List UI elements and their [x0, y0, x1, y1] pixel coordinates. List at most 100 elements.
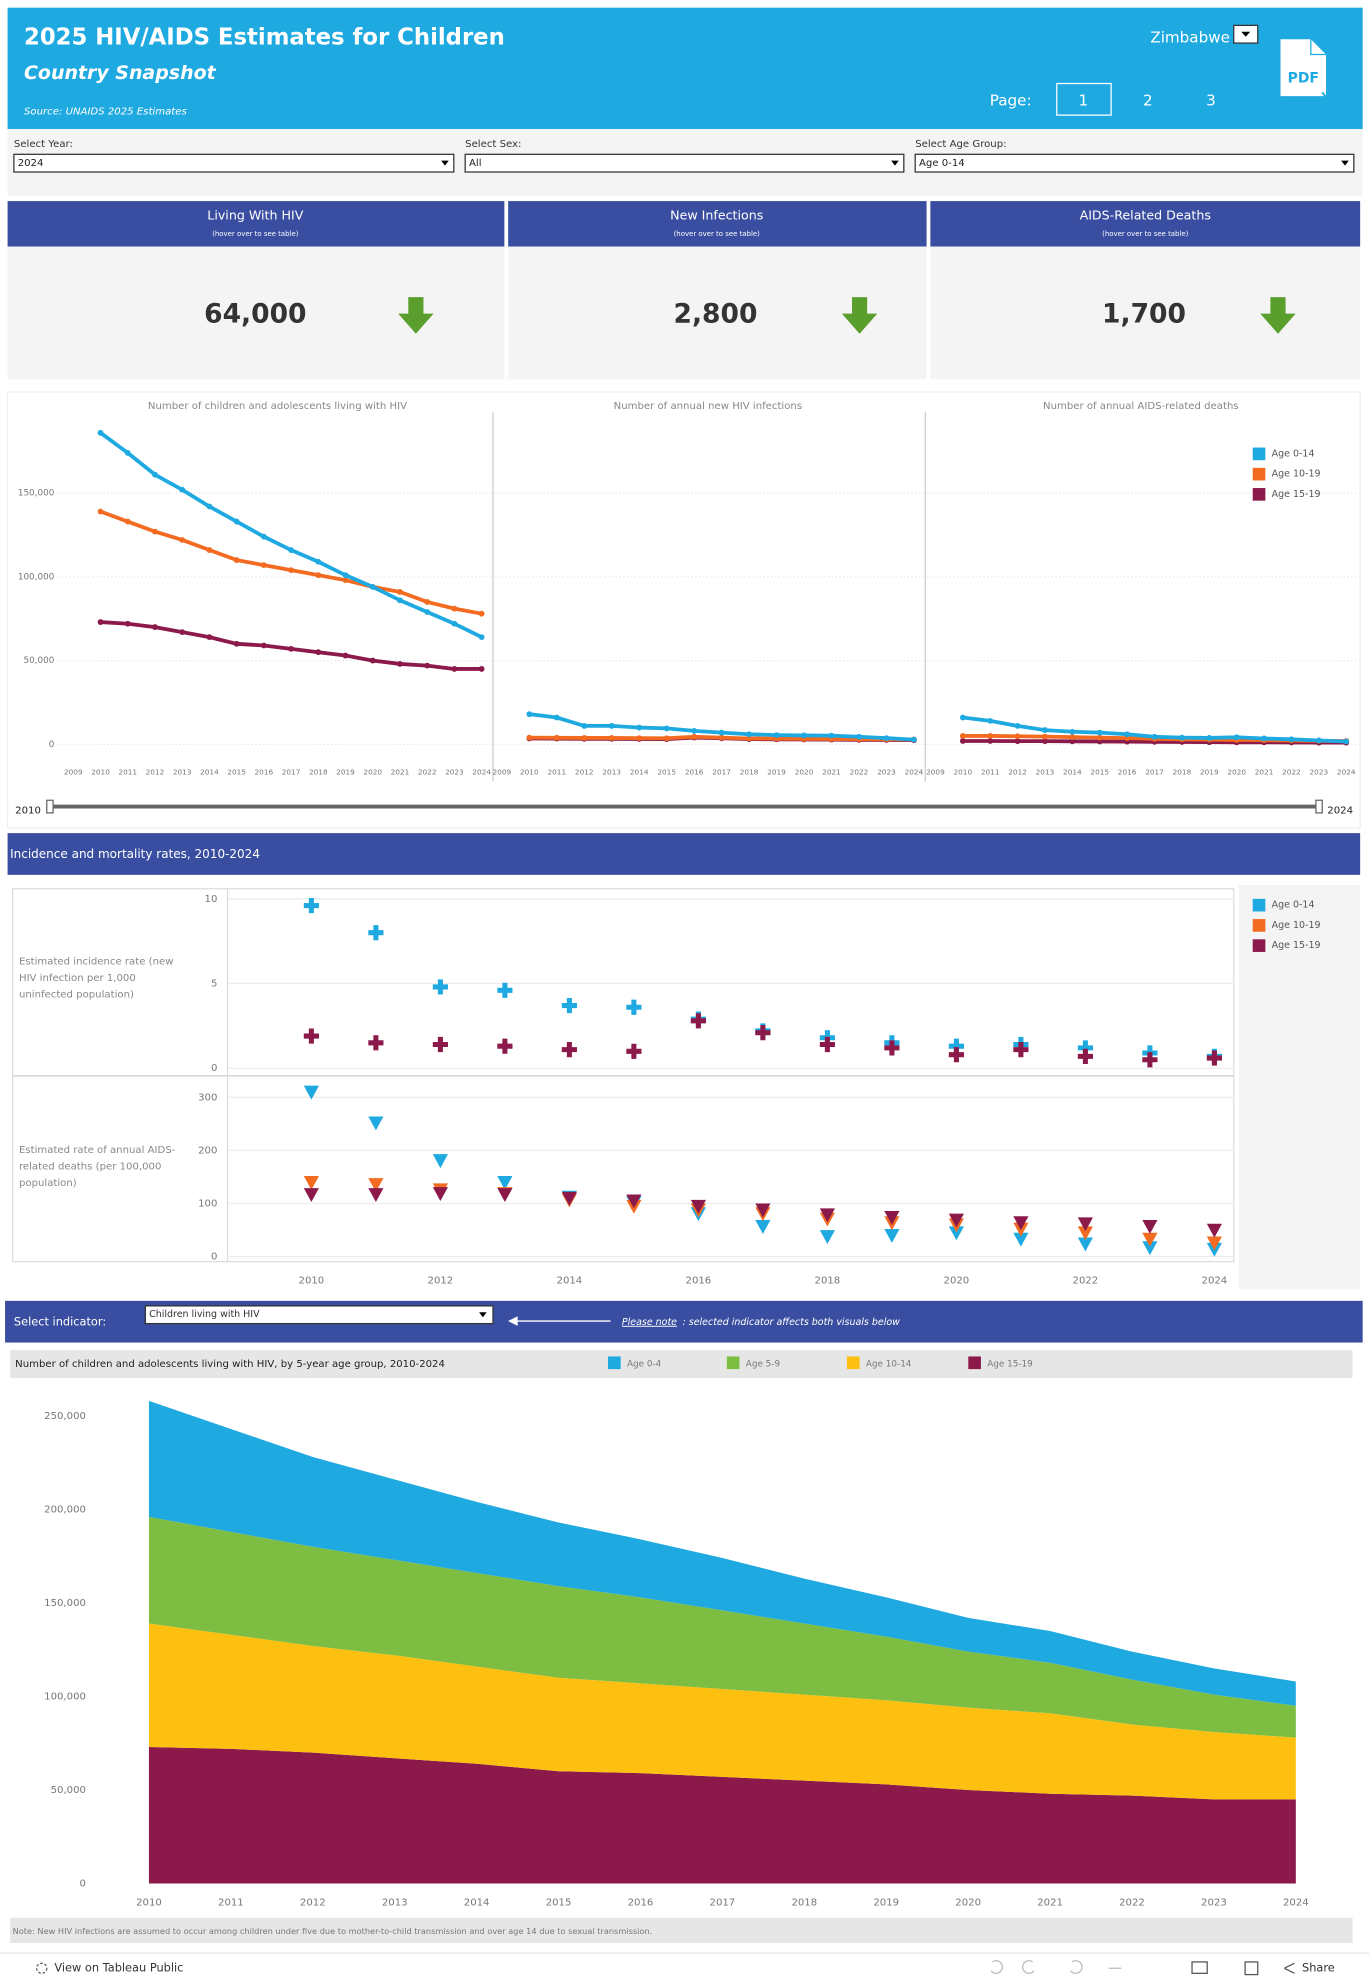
fullscreen-icon[interactable] [1244, 1961, 1259, 1976]
x-tick-label: 2020 [795, 767, 814, 776]
slider-handle[interactable] [1315, 799, 1323, 814]
dropdown-arrow [479, 1312, 487, 1318]
page-button[interactable]: 1 [1078, 92, 1088, 110]
page-button[interactable]: 3 [1206, 92, 1216, 110]
pdf-icon [1280, 39, 1327, 97]
toolbar-icons[interactable] [990, 1960, 1122, 1974]
x-tick-label: 2019 [336, 767, 355, 776]
data-point [819, 1036, 835, 1053]
data-point [691, 728, 698, 734]
pdf-button[interactable]: PDF [1280, 39, 1334, 101]
data-point [1013, 1042, 1029, 1058]
data-point [526, 734, 533, 741]
pdf-fold [1310, 39, 1327, 56]
data-point [819, 1230, 835, 1244]
x-tick-label: 2013 [173, 767, 192, 776]
pointer-arrow [508, 1316, 611, 1326]
x-tick-label: 2011 [118, 767, 137, 776]
x-tick-label: 2018 [791, 1898, 817, 1909]
indicator-dropdown[interactable] [144, 1305, 494, 1325]
data-point [303, 1175, 319, 1190]
data-point [636, 724, 643, 731]
data-point [478, 666, 485, 672]
data-point [1069, 728, 1076, 735]
data-point [746, 735, 753, 742]
x-tick-label: 2012 [1008, 767, 1027, 776]
subtitle: Country Snapshot [24, 62, 217, 84]
data-point [718, 729, 725, 736]
y-tick-label: 150,000 [44, 1598, 86, 1609]
data-point [526, 711, 533, 718]
x-tick-label: 2015 [546, 1898, 572, 1909]
dropdown-arrow [1241, 31, 1251, 37]
data-point [97, 619, 104, 625]
dropdown-arrows [441, 160, 1349, 166]
kpi-header [930, 201, 1361, 247]
x-tick-label: 2011 [981, 767, 1000, 776]
slider-handle[interactable] [46, 799, 54, 814]
x-tick-label: 2020 [363, 767, 382, 776]
x-tick-label: 2009 [926, 767, 945, 776]
data-point [288, 567, 294, 574]
kpi-value: 64,000 [204, 298, 306, 329]
legend-label: Age 0-14 [1272, 448, 1315, 459]
data-point [1343, 738, 1350, 745]
kpi-title: AIDS-Related Deaths [1080, 208, 1211, 223]
data-point [368, 1116, 384, 1131]
data-point [561, 1042, 577, 1058]
data-point [959, 733, 966, 739]
data-point [260, 562, 267, 569]
data-point [1206, 1223, 1222, 1238]
filter-dropdown[interactable] [464, 153, 905, 173]
x-tick-label: 2015 [1090, 767, 1109, 776]
data-point [1206, 735, 1213, 741]
data-point [1069, 738, 1076, 745]
data-point [561, 1191, 577, 1206]
y-tick-label: 0 [211, 1063, 217, 1074]
data-point [342, 572, 349, 579]
x-tick-label: 2013 [1036, 767, 1055, 776]
x-tick-label: 2019 [873, 1898, 899, 1909]
data-point [1151, 733, 1158, 740]
data-point [581, 722, 588, 729]
data-point [1077, 1048, 1093, 1064]
data-point [152, 528, 158, 535]
legend-label: Age 15-19 [1272, 940, 1321, 951]
slider-start: 2010 [15, 805, 41, 816]
title: 2025 HIV/AIDS Estimates for Children [24, 25, 505, 51]
data-point [608, 722, 615, 729]
data-point [432, 1154, 448, 1169]
x-tick-label: 2018 [740, 767, 759, 776]
x-tick-label: 2014 [1063, 767, 1082, 776]
legend-swatch [1252, 447, 1266, 461]
footer-link[interactable]: View on Tableau Public [54, 1960, 183, 1974]
data-point [303, 1028, 319, 1044]
share-button[interactable]: Share [1302, 1960, 1335, 1974]
x-tick-label: 2023 [1310, 767, 1329, 776]
legend-label: Age 10-19 [1272, 920, 1321, 931]
data-point [233, 557, 240, 563]
page-button-active[interactable] [1056, 82, 1112, 116]
page-button[interactable]: 2 [1143, 92, 1153, 110]
y-tick-label: 200,000 [44, 1504, 86, 1515]
slider-end: 2024 [1327, 805, 1353, 816]
data-point [368, 925, 384, 941]
kpi-header [7, 201, 505, 247]
data-point [451, 666, 458, 672]
data-point [1069, 734, 1076, 741]
data-point [987, 733, 994, 739]
y-axis-label: Estimated rate of annual AIDS-related de… [18, 1144, 176, 1188]
device-icon[interactable] [1191, 1961, 1208, 1974]
data-point [260, 533, 267, 540]
kpi-hint: (hover over to see table) [212, 230, 299, 238]
x-tick-label: 2010 [520, 767, 539, 776]
panel-frame [6, 391, 1361, 829]
tableau-icon [36, 1962, 48, 1974]
filter-dropdown[interactable] [13, 153, 455, 173]
data-point [553, 734, 560, 741]
filter-dropdown[interactable] [914, 153, 1355, 173]
data-point [1206, 1050, 1222, 1066]
data-point [959, 714, 966, 721]
x-tick-label: 2024 [1337, 767, 1356, 776]
